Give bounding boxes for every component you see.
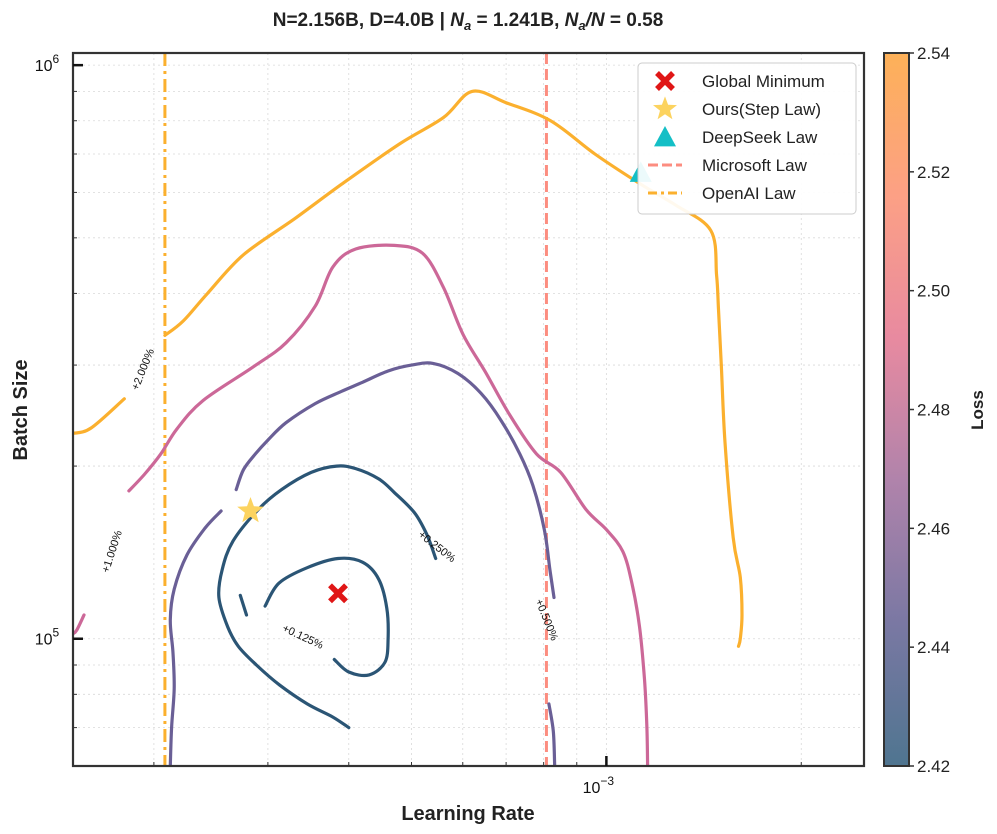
colorbar-tick-label: 2.42 [917, 757, 950, 776]
axes-frame [71, 51, 866, 768]
contour-1000 [127, 243, 650, 766]
contour-0500 [547, 702, 557, 766]
colorbar: Loss 2.42 2.44 2.46 2.48 2.50 2.52 2.54 [883, 44, 987, 776]
y-tick-label: 105 [35, 626, 60, 649]
colorbar-tick-label: 2.46 [917, 519, 950, 538]
legend-global-minimum-swatch [655, 71, 675, 91]
colorbar-tick-label: 2.54 [917, 44, 950, 63]
legend-microsoft-law-label: Microsoft Law [702, 156, 808, 175]
contour-0500 [168, 509, 223, 766]
legend-box [637, 62, 857, 215]
legend-ours-step-law--swatch [653, 96, 677, 120]
y-axis-label: Batch Size [10, 359, 32, 460]
x-tick-label: 10−3 [583, 774, 615, 797]
contour-0500 [234, 361, 556, 600]
contour-2000 [163, 89, 744, 648]
chart-title: N=2.156B, D=4.0B | Na = 1.241B, Na/N = 0… [273, 10, 664, 33]
x-axis-label: Learning Rate [401, 803, 534, 825]
y-tick-label: 106 [35, 52, 60, 75]
colorbar-tick-label: 2.50 [917, 282, 950, 301]
grid [73, 53, 864, 766]
legend-ours-step-law--label: Ours(Step Law) [702, 100, 821, 119]
reference-lines [163, 53, 548, 766]
axis-ticks: 10−3 105 106 [35, 52, 802, 797]
contour-lines [73, 89, 744, 766]
contour-0125 [263, 556, 390, 678]
legend-deepseek-law-swatch [654, 126, 676, 147]
legend-openai-law-label: OpenAI Law [702, 184, 796, 203]
legend-deepseek-law-label: DeepSeek Law [702, 128, 818, 147]
marker-ours-step-law- [237, 497, 264, 523]
contour-0125 [238, 593, 249, 617]
colorbar-tick-label: 2.48 [917, 401, 950, 420]
marker-global-minimum [328, 583, 348, 604]
colorbar-tick-label: 2.44 [917, 638, 950, 657]
legend: Global Minimum Ours(Step Law) DeepSeek Law… [637, 62, 857, 215]
colorbar-label: Loss [968, 390, 987, 430]
colorbar-tick-label: 2.52 [917, 163, 950, 182]
contour-2000 [73, 397, 126, 435]
contour-0250 [217, 464, 438, 730]
colorbar-gradient [883, 52, 910, 767]
legend-global-minimum-label: Global Minimum [702, 72, 825, 91]
